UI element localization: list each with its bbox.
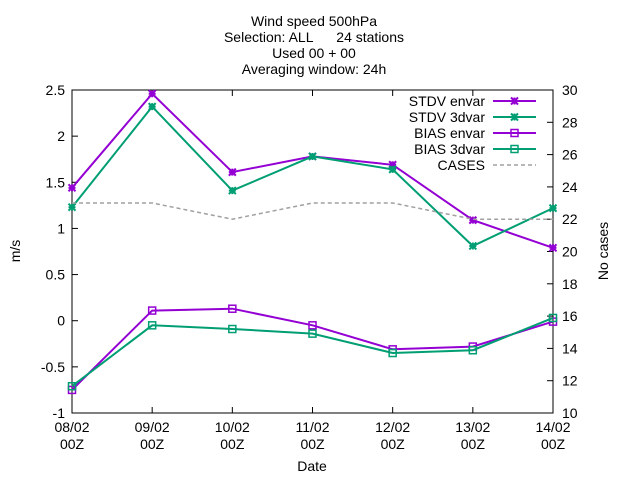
y-axis-label: m/s xyxy=(7,240,23,263)
x-axis-label: Date xyxy=(297,458,327,474)
legend-item: STDV 3dvar xyxy=(409,109,536,125)
series-line xyxy=(71,307,554,391)
x-tick-sublabel: 00Z xyxy=(220,436,245,452)
series-line xyxy=(72,202,553,220)
x-tick-label: 10/02 xyxy=(215,419,250,435)
y-tick-label: 1 xyxy=(57,220,65,236)
legend-item: CASES xyxy=(438,157,536,173)
y-tick-label: -1 xyxy=(53,405,66,421)
data-point xyxy=(228,304,237,313)
y2-tick-label: 12 xyxy=(562,373,578,389)
data-point xyxy=(388,348,397,358)
x-tick-label: 08/02 xyxy=(54,419,89,435)
data-point xyxy=(147,102,157,111)
data-point xyxy=(468,345,478,355)
x-tick-sublabel: 00Z xyxy=(60,436,85,452)
data-point xyxy=(388,165,397,174)
data-point xyxy=(308,329,317,338)
x-tick-sublabel: 00Z xyxy=(541,436,566,452)
series-layer xyxy=(67,89,558,395)
data-point xyxy=(468,215,478,225)
legend-label: CASES xyxy=(438,157,485,173)
y-tick-label: 2 xyxy=(57,128,65,144)
series-cases xyxy=(72,202,553,220)
x-tick-sublabel: 00Z xyxy=(461,436,486,452)
y2-tick-label: 28 xyxy=(562,114,578,130)
series-bias-envar xyxy=(67,304,558,395)
x-axis: 08/0200Z09/0200Z10/0200Z11/0200Z12/0200Z… xyxy=(54,90,571,452)
legend-item: BIAS 3dvar xyxy=(414,141,536,157)
x-tick-label: 12/02 xyxy=(375,419,410,435)
y2-tick-label: 30 xyxy=(562,82,578,98)
x-tick-label: 13/02 xyxy=(455,419,490,435)
series-stdv-3dvar xyxy=(67,102,558,251)
data-point xyxy=(308,152,317,161)
title-line: Used 00 + 00 xyxy=(272,45,356,61)
y2-tick-label: 14 xyxy=(562,340,578,356)
data-point xyxy=(388,160,397,169)
data-point xyxy=(228,324,237,334)
series-bias-3dvar xyxy=(67,313,558,391)
y-tick-label: 2.5 xyxy=(46,82,66,98)
data-point xyxy=(147,89,157,98)
y2-tick-label: 10 xyxy=(562,405,578,421)
data-point xyxy=(548,243,558,253)
y-tick-label: 0.5 xyxy=(46,267,66,283)
y2-tick-label: 16 xyxy=(562,308,578,324)
data-point xyxy=(67,381,77,391)
y-tick-label: -0.5 xyxy=(41,359,65,375)
data-point xyxy=(228,167,237,177)
y-tick-label: 1.5 xyxy=(46,174,66,190)
x-tick-sublabel: 00Z xyxy=(300,436,325,452)
y-tick-label: 0 xyxy=(57,313,65,329)
x-tick-label: 11/02 xyxy=(296,419,330,435)
y2-axis: 10 12 14 16 18 20 22 24 26 28 30 xyxy=(547,82,578,421)
legend-label: STDV envar xyxy=(409,93,486,109)
data-point xyxy=(548,313,558,323)
data-point xyxy=(147,306,157,315)
legend-marker xyxy=(510,144,519,154)
title-line: Averaging window: 24h xyxy=(242,61,387,77)
data-point xyxy=(67,202,77,212)
title-line: Wind speed 500hPa xyxy=(251,13,377,29)
y2-axis-label: No cases xyxy=(595,222,611,280)
legend-label: BIAS envar xyxy=(414,125,485,141)
legend-label: STDV 3dvar xyxy=(409,109,486,125)
data-point xyxy=(228,186,237,195)
legend-label: BIAS 3dvar xyxy=(414,141,485,157)
legend-marker xyxy=(510,128,519,138)
y2-tick-label: 18 xyxy=(562,276,578,292)
data-point xyxy=(308,321,317,330)
data-point xyxy=(468,241,478,251)
legend-item: STDV envar xyxy=(409,93,536,109)
y-axis: -1 -0.5 0 0.5 1 1.5 2 2.5 xyxy=(41,82,78,421)
y2-tick-label: 24 xyxy=(562,179,578,195)
legend-item: BIAS envar xyxy=(414,125,536,141)
x-tick-label: 09/02 xyxy=(135,419,170,435)
x-tick-label: 14/02 xyxy=(535,419,570,435)
data-point xyxy=(147,321,157,330)
x-tick-sublabel: 00Z xyxy=(140,436,165,452)
series-line xyxy=(71,316,554,387)
y2-tick-label: 26 xyxy=(562,147,578,163)
y2-tick-label: 22 xyxy=(562,211,578,227)
y2-tick-label: 20 xyxy=(562,244,578,260)
x-tick-sublabel: 00Z xyxy=(381,436,406,452)
data-point xyxy=(67,183,77,193)
legend-marker xyxy=(510,112,519,122)
legend-marker xyxy=(510,96,519,106)
data-point xyxy=(548,203,558,213)
title-line: Selection: ALL 24 stations xyxy=(224,29,404,45)
